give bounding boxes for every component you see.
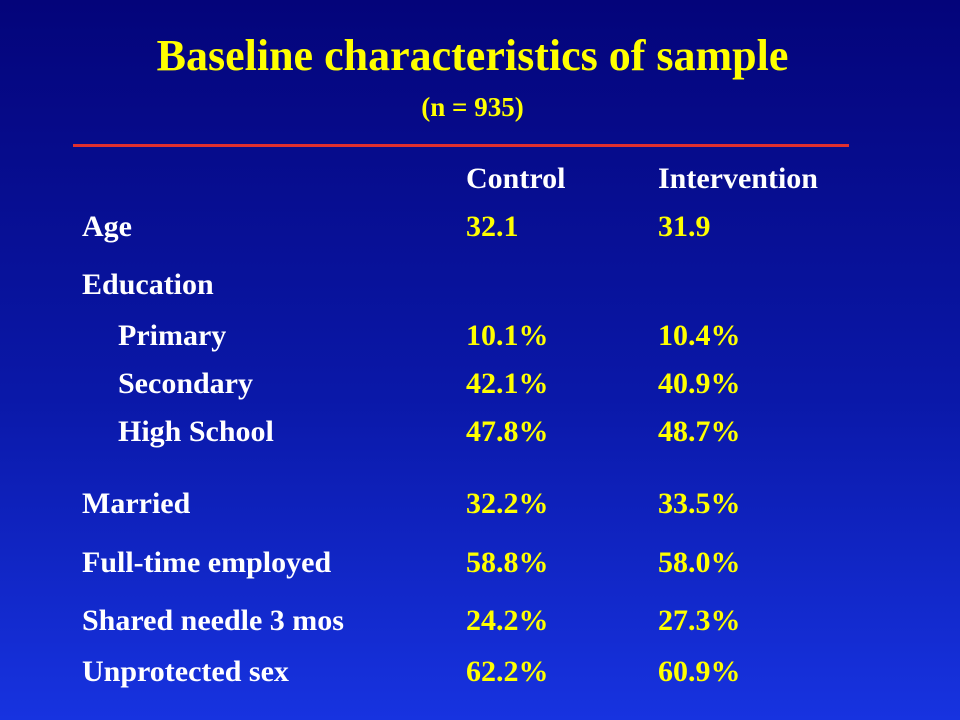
slide-subtitle: (n = 935) [421,92,524,122]
value-control-shared-needle: 24.2% [466,604,549,637]
value-intervention-married: 33.5% [658,487,741,520]
value-control-unprotected-sex: 62.2% [466,655,549,688]
row-label-full-time-employed: Full-time employed [82,546,332,579]
column-header-intervention: Intervention [658,162,818,195]
row-label-secondary: Secondary [118,367,253,400]
value-control-primary: 10.1% [466,319,549,352]
row-label-married: Married [82,487,191,520]
row-label-unprotected-sex: Unprotected sex [82,655,289,688]
value-control-full-time-employed: 58.8% [466,546,549,579]
value-intervention-secondary: 40.9% [658,367,741,400]
value-control-high-school: 47.8% [466,415,549,448]
row-label-education: Education [82,268,214,301]
value-control-age: 32.1 [466,210,519,243]
title-divider [73,144,849,147]
value-intervention-unprotected-sex: 60.9% [658,655,741,688]
value-control-married: 32.2% [466,487,549,520]
row-label-high-school: High School [118,415,274,448]
value-intervention-full-time-employed: 58.0% [658,546,741,579]
row-label-age: Age [82,210,132,243]
value-intervention-high-school: 48.7% [658,415,741,448]
slide-title: Baseline characteristics of sample [156,31,789,80]
value-intervention-primary: 10.4% [658,319,741,352]
value-intervention-shared-needle: 27.3% [658,604,741,637]
value-control-secondary: 42.1% [466,367,549,400]
column-header-control: Control [466,162,566,195]
value-intervention-age: 31.9 [658,210,711,243]
row-label-primary: Primary [118,319,227,352]
row-label-shared-needle: Shared needle 3 mos [82,604,344,637]
